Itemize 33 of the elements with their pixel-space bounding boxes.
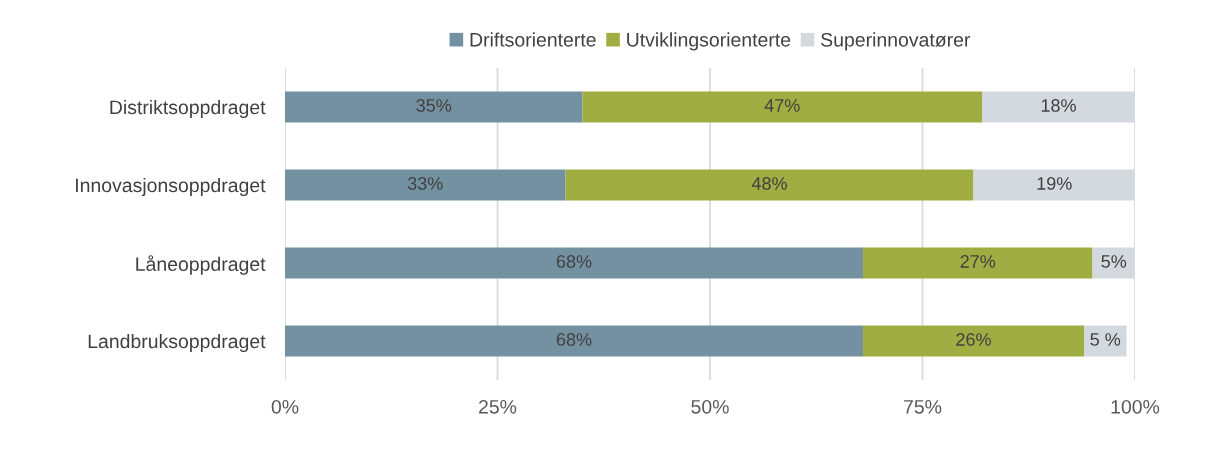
data-label: 33% — [407, 177, 443, 190]
data-label: 18% — [1041, 99, 1076, 112]
data-label: 5 % — [1090, 333, 1121, 346]
x-tick-label: 50% — [691, 399, 729, 414]
bar — [582, 91, 982, 123]
bar — [285, 169, 566, 201]
x-tick-label: 100% — [1111, 399, 1160, 414]
y-tick-label: Låneoppdraget — [136, 255, 266, 275]
data-label: 35% — [416, 99, 452, 112]
legend-label: Utviklingsorienterte — [627, 32, 791, 51]
bar — [565, 169, 974, 201]
x-tick-label: 25% — [479, 399, 517, 414]
y-tick-label: Innovasjonsoppdraget — [76, 177, 266, 197]
data-label: 26% — [956, 333, 991, 346]
data-label: 27% — [960, 255, 996, 268]
legend-label: Driftsorienterte — [470, 32, 596, 47]
data-label: 68% — [556, 255, 592, 268]
x-tick-label: 75% — [904, 400, 942, 414]
bar — [863, 247, 1093, 279]
x-tick-label: 0% — [271, 399, 299, 414]
bar — [285, 325, 863, 357]
bar — [285, 91, 583, 123]
data-label: 19% — [1037, 177, 1072, 190]
data-label: 48% — [751, 177, 787, 190]
y-tick-label: Distriktsoppdraget — [110, 99, 266, 119]
y-tick-label: Landbruksoppdraget — [88, 333, 266, 353]
data-label: 5% — [1101, 255, 1127, 268]
legend-label: Superinnovatører — [821, 32, 971, 51]
bar — [1084, 325, 1127, 357]
data-label: 68% — [556, 333, 592, 346]
bar — [863, 325, 1084, 357]
data-label: 47% — [764, 99, 800, 112]
bar — [285, 247, 863, 279]
